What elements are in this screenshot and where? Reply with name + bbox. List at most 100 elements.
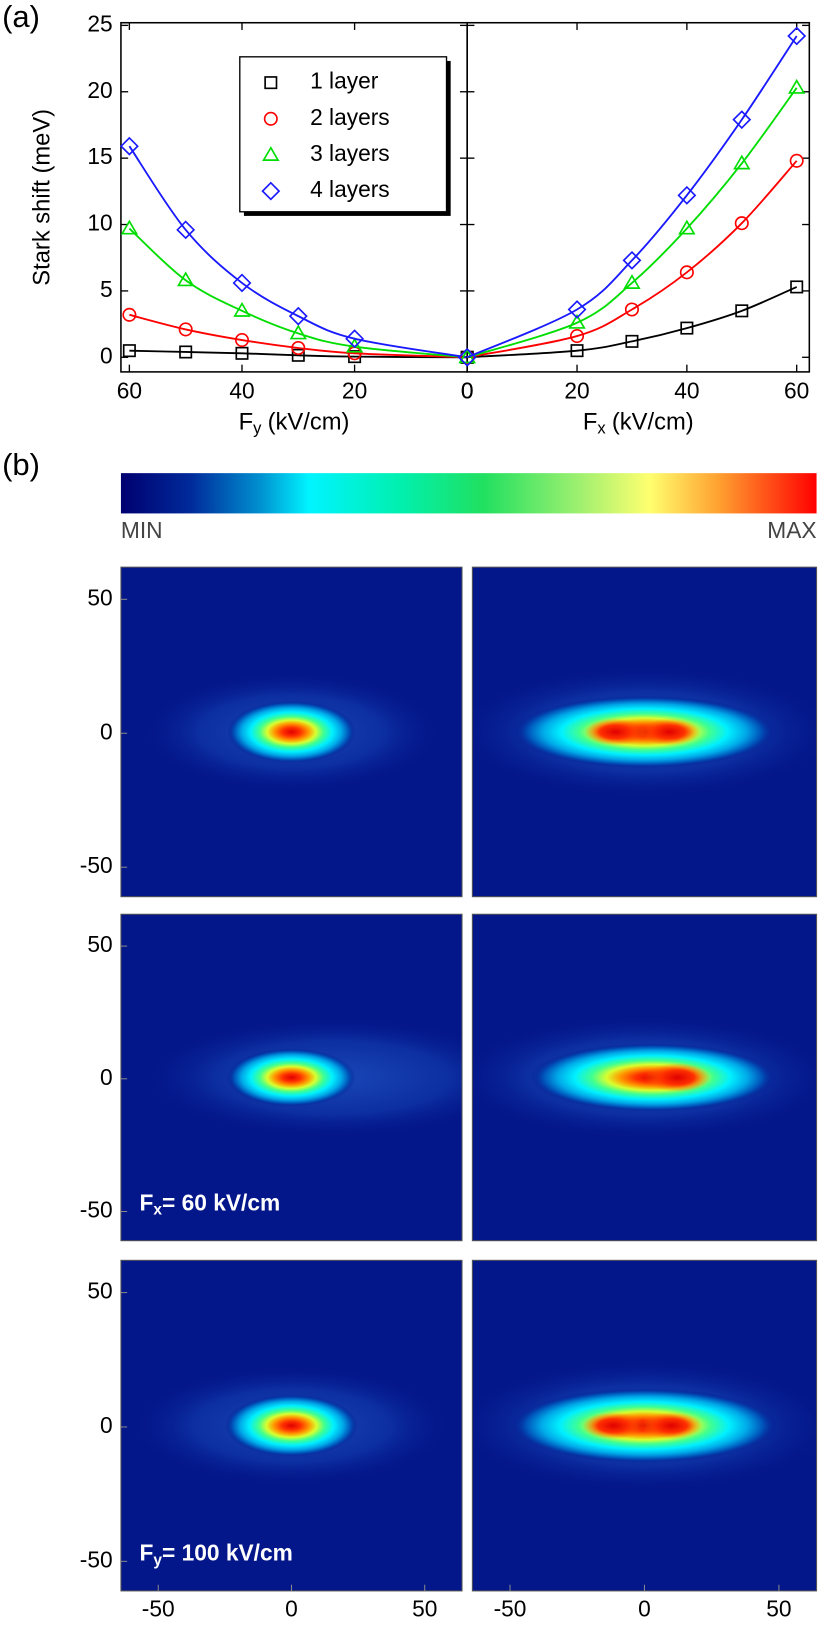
x-tick-label: 50: [766, 1596, 791, 1622]
annotation-part: F: [140, 1540, 154, 1566]
heatmap: [120, 567, 463, 897]
marker: [623, 274, 641, 289]
heatmap: [120, 914, 463, 1241]
x-tick-label: -50: [494, 1596, 527, 1622]
y-tick-label: 25: [87, 10, 112, 36]
marker: [680, 321, 694, 335]
marker: [122, 307, 137, 322]
marker: [261, 181, 281, 201]
panel-label: (a): [2, 0, 40, 34]
marker: [624, 302, 639, 317]
marker: [291, 348, 305, 362]
marker: [457, 347, 477, 367]
annotation-part: = 100 kV/cm: [162, 1540, 293, 1566]
series-line: [129, 313, 468, 359]
marker: [677, 185, 697, 205]
x-tick-label: 0: [285, 1596, 298, 1622]
x-axis-label-part: F: [583, 409, 598, 436]
y-tick-label: 0: [100, 1064, 113, 1090]
marker: [735, 304, 749, 318]
marker: [119, 136, 139, 156]
marker: [234, 333, 250, 348]
marker: [178, 322, 193, 337]
x-tick-label: 20: [564, 378, 589, 404]
y-tick-label: 50: [87, 584, 112, 610]
y-tick-label: 50: [87, 1278, 112, 1304]
y-tick-label: 0: [100, 718, 113, 744]
x-axis-label: Fx (kV/cm): [583, 409, 694, 438]
y-tick-label: 5: [100, 276, 113, 302]
marker: [232, 273, 252, 293]
plot-frame: [471, 913, 818, 1242]
y-tick-label: 15: [87, 143, 112, 169]
marker: [177, 271, 195, 287]
marker: [122, 344, 136, 358]
annotation-part: y: [153, 1552, 162, 1569]
x-tick-label: 60: [117, 378, 142, 404]
x-tick-label: -50: [142, 1596, 175, 1622]
annotation-part: F: [140, 1190, 154, 1216]
series-line: [129, 349, 468, 359]
heatmap: [472, 914, 817, 1241]
series-line: [467, 160, 798, 359]
x-axis-label-part: F: [239, 409, 254, 436]
marker: [264, 76, 278, 90]
marker: [568, 313, 586, 329]
annotation: Fx= 60 kV/cm: [140, 1190, 281, 1219]
marker: [679, 265, 694, 280]
marker: [289, 324, 307, 340]
annotation-part: x: [153, 1202, 162, 1219]
density: [227, 700, 356, 763]
colorbar-label: MAX: [767, 517, 816, 543]
colorbar-label: MIN: [121, 517, 163, 543]
marker: [235, 346, 249, 360]
x-tick-label: 60: [784, 378, 809, 404]
density: [584, 718, 647, 746]
marker: [733, 154, 751, 170]
y-tick-label: 20: [87, 77, 112, 103]
y-tick-label: -50: [80, 1546, 113, 1572]
density: [227, 1048, 356, 1107]
x-tick-label: 20: [342, 378, 367, 404]
panel-label: (b): [2, 447, 40, 482]
x-axis-label-part: (kV/cm): [268, 409, 350, 436]
marker: [788, 78, 806, 94]
marker: [120, 219, 139, 235]
marker: [233, 301, 251, 317]
marker: [622, 250, 642, 270]
x-tick-label: 40: [674, 378, 699, 404]
annotation-part: = 60 kV/cm: [162, 1190, 280, 1216]
marker: [625, 334, 639, 348]
marker: [179, 345, 193, 359]
marker: [567, 300, 587, 319]
density: [640, 1412, 703, 1440]
marker: [732, 110, 752, 130]
y-tick-label: 10: [87, 210, 112, 236]
plot-frame: [466, 21, 811, 373]
colorbar: [120, 473, 817, 514]
marker: [291, 340, 306, 356]
marker: [787, 26, 807, 46]
x-tick-label: 50: [412, 1596, 437, 1622]
x-axis-label-part: (kV/cm): [612, 409, 694, 436]
marker: [570, 344, 584, 358]
legend-label: 1 layer: [310, 68, 379, 94]
marker: [678, 219, 696, 235]
heatmap: [472, 567, 817, 897]
marker: [790, 280, 804, 294]
x-axis-label-part: y: [253, 419, 262, 438]
heatmap: [472, 1260, 817, 1591]
marker: [262, 146, 280, 161]
density: [582, 1412, 645, 1440]
y-tick-label: 0: [100, 342, 113, 368]
density: [638, 718, 701, 746]
marker: [263, 111, 278, 126]
marker: [345, 337, 364, 353]
x-tick-label: 0: [461, 378, 474, 404]
plot-frame: [471, 566, 818, 898]
legend-label: 3 layers: [310, 140, 390, 166]
x-axis-label-part: x: [597, 419, 606, 438]
legend-label: 4 layers: [310, 176, 390, 202]
